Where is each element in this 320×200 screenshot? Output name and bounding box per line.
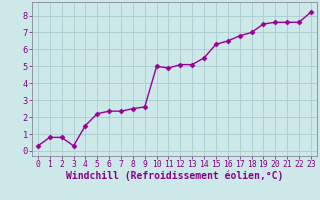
X-axis label: Windchill (Refroidissement éolien,°C): Windchill (Refroidissement éolien,°C) (66, 171, 283, 181)
